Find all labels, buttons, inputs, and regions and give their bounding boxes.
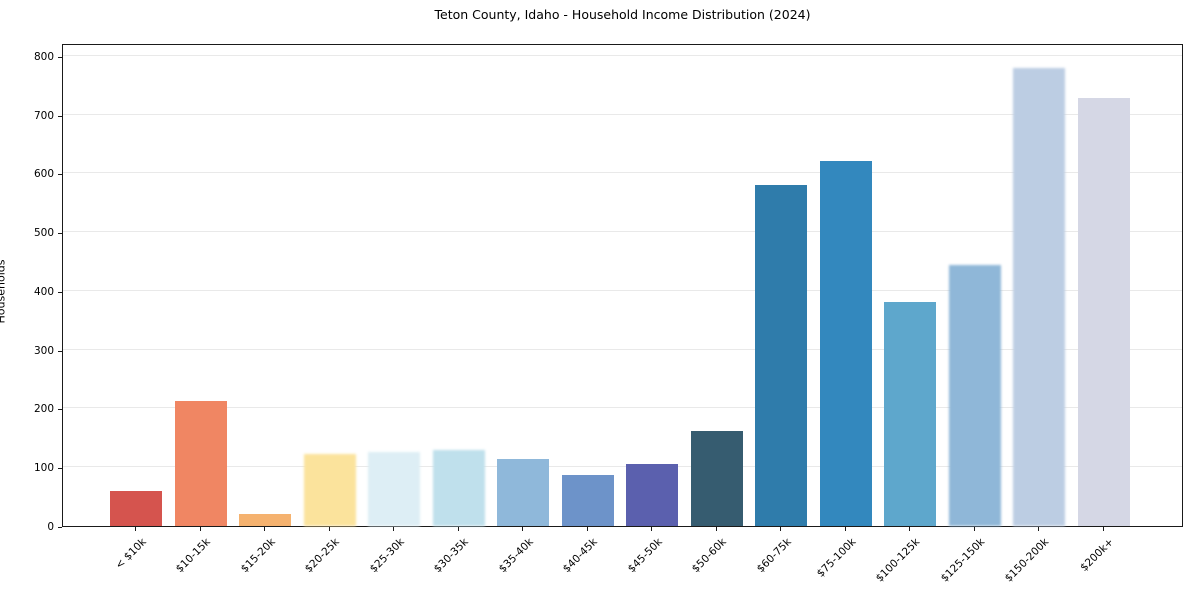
bar-$40-45k (561, 475, 614, 526)
grid-line-500 (63, 231, 1182, 233)
y-tick-label-400: 400 (33, 285, 54, 298)
x-tick-label-$10-15k: $10-15k (173, 536, 213, 576)
x-tick-mark (522, 527, 523, 531)
grid-line-600 (63, 172, 1182, 174)
x-tick-label-$75-100k: $75-100k (814, 536, 858, 580)
y-tick-mark (58, 409, 62, 411)
x-tick-mark (264, 527, 265, 531)
bar-$35-40k (497, 459, 549, 526)
y-tick-label-700: 700 (33, 109, 54, 122)
grid-line-300 (63, 348, 1182, 350)
x-tick-mark (651, 527, 652, 531)
bar-$15-20k (239, 514, 291, 526)
x-tick-mark (457, 527, 459, 531)
y-tick-label-800: 800 (33, 50, 54, 63)
y-tick-label-500: 500 (33, 227, 54, 240)
bar-$125-150k (948, 264, 1001, 526)
x-tick-label-$35-40k: $35-40k (496, 536, 536, 576)
bar-$100-125k (884, 302, 936, 526)
x-tick-mark (199, 527, 201, 531)
bar-$150-200k (1013, 67, 1065, 526)
x-tick-label-$60-75k: $60-75k (754, 536, 794, 576)
bar-$10-15k (174, 401, 227, 526)
y-tick-mark (58, 468, 62, 470)
bar-$50-60k (690, 431, 743, 526)
y-tick-mark (58, 174, 62, 176)
chart-title: Teton County, Idaho - Household Income D… (434, 7, 811, 22)
grid-line-800 (63, 54, 1182, 56)
y-tick-mark (58, 291, 62, 293)
grid-line-200 (63, 407, 1182, 409)
y-tick-label-0: 0 (47, 521, 54, 533)
y-tick-mark (58, 115, 62, 117)
grid-line-400 (63, 289, 1182, 291)
y-tick-mark (58, 233, 62, 235)
y-tick-label-200: 200 (33, 403, 54, 416)
y-tick-mark (58, 56, 62, 58)
x-tick-label-$30-35k: $30-35k (431, 536, 471, 576)
grid-line-100 (63, 466, 1182, 468)
y-tick-label-100: 100 (33, 462, 54, 475)
x-tick-label-< $10k: < $10k (112, 536, 149, 572)
x-tick-label-$25-30k: $25-30k (367, 536, 407, 576)
bar-$45-50k (626, 464, 678, 526)
y-tick-mark (58, 527, 62, 528)
x-tick-label-$125-150k: $125-150k (938, 536, 987, 585)
x-tick-label-$15-20k: $15-20k (238, 536, 278, 576)
x-tick-mark (393, 527, 394, 531)
x-tick-mark (844, 527, 846, 531)
x-tick-mark (715, 527, 717, 531)
x-tick-label-$100-125k: $100-125k (873, 536, 923, 585)
x-tick-label-$20-25k: $20-25k (302, 536, 342, 576)
bar-$25-30k (368, 451, 420, 526)
y-axis-title: Households (0, 259, 8, 324)
x-tick-label-$150-200k: $150-200k (1002, 536, 1052, 585)
bar-$60-75k (755, 185, 807, 526)
x-tick-mark (1038, 527, 1039, 531)
y-tick-label-300: 300 (33, 344, 54, 357)
x-tick-mark (973, 527, 975, 531)
bar-$20-25k (303, 454, 356, 526)
x-tick-mark (1102, 527, 1104, 531)
bar-< $10k (110, 490, 162, 526)
bar-$75-100k (819, 160, 872, 526)
y-tick-label-600: 600 (33, 168, 54, 181)
x-tick-mark (909, 527, 910, 531)
x-tick-label-$40-45k: $40-45k (560, 536, 600, 576)
x-tick-mark (780, 527, 781, 531)
x-tick-mark (328, 527, 330, 531)
x-tick-label-$200k+: $200k+ (1078, 536, 1116, 574)
x-tick-label-$50-60k: $50-60k (689, 536, 729, 576)
plot-area (62, 44, 1183, 527)
y-tick-mark (58, 350, 62, 352)
x-tick-label-$45-50k: $45-50k (625, 536, 665, 576)
grid-line-700 (63, 113, 1182, 115)
x-tick-mark (586, 527, 588, 531)
bar-$30-35k (432, 449, 485, 526)
x-tick-mark (135, 527, 136, 531)
bar-$200k+ (1077, 98, 1130, 526)
